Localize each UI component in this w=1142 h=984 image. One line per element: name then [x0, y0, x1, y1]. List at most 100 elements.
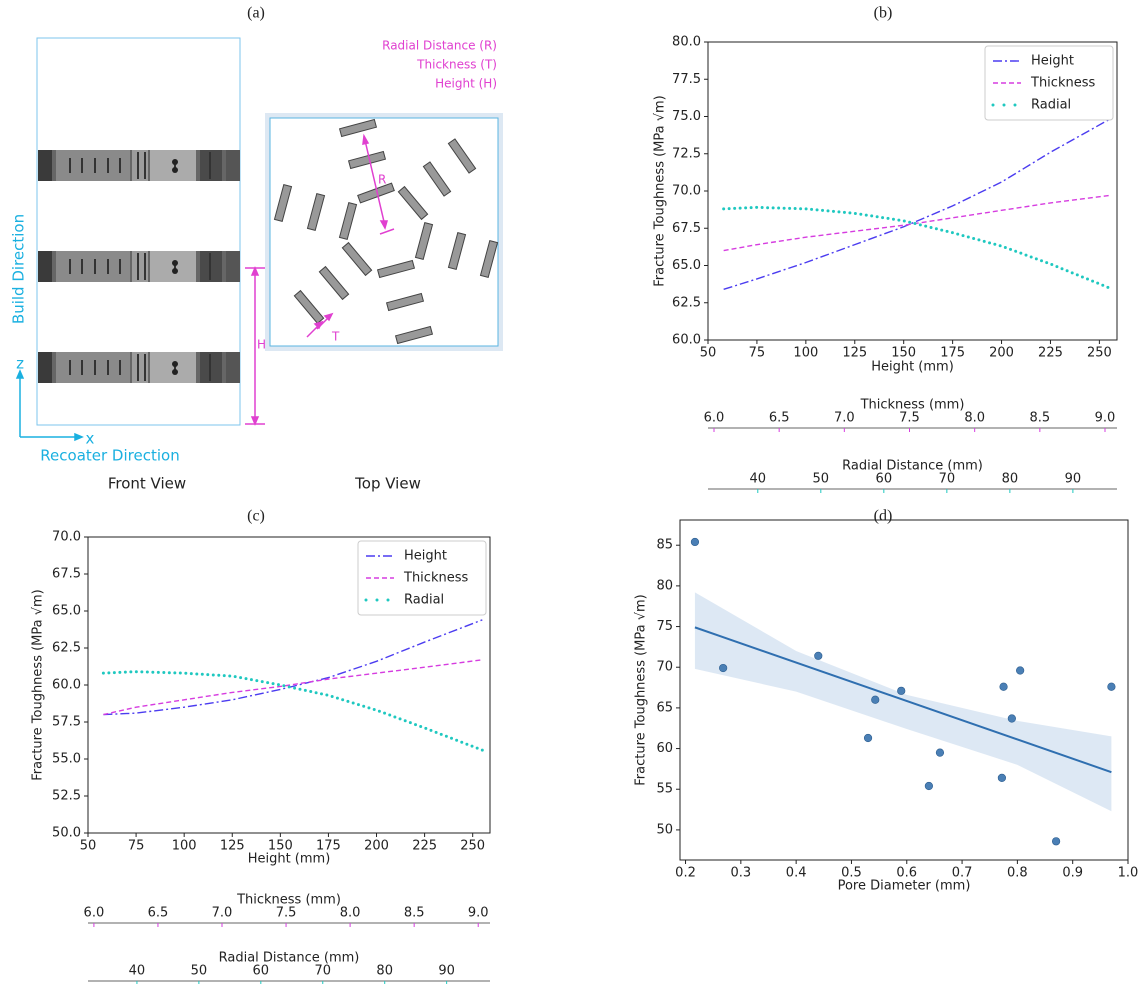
- point: [691, 538, 699, 546]
- x-tick-label: 0.8: [1007, 866, 1028, 881]
- extra-axis-tick-label: 90: [1065, 472, 1082, 487]
- x-axis-label: Height (mm): [871, 360, 954, 375]
- fit-line: [695, 627, 1111, 772]
- diagram-a: (a) Radial Distance (R) Thickness (T) He…: [10, 5, 504, 493]
- recoater-direction: Recoater Direction: [40, 447, 179, 465]
- y-tick-label: 55.0: [52, 752, 81, 767]
- extra-axis-tick-label: 6.5: [148, 906, 169, 921]
- extra-axis-tick-label: 6.5: [769, 411, 790, 426]
- extra-axis-tick-label: 8.5: [404, 906, 425, 921]
- specimen-row: [38, 352, 240, 383]
- y-tick-label: 75.0: [672, 109, 701, 124]
- y-tick-label: 72.5: [672, 146, 701, 161]
- point: [897, 687, 905, 695]
- extra-axis-tick-label: 6.0: [704, 411, 725, 426]
- x-label: x: [86, 430, 95, 448]
- series-line: [724, 195, 1110, 250]
- point: [1016, 667, 1024, 675]
- y-tick-label: 75: [656, 619, 673, 634]
- x-tick-label: 0.4: [786, 866, 807, 881]
- extra-axis-tick-label: 80: [376, 964, 393, 979]
- legend-label: Radial: [1031, 98, 1071, 113]
- x-tick-label: 100: [172, 839, 197, 854]
- extra-axis-tick-label: 60: [253, 964, 270, 979]
- x-tick-label: 200: [989, 346, 1014, 361]
- legend-label: Height: [404, 549, 447, 564]
- point: [925, 782, 933, 790]
- y-tick-label: 70.0: [52, 530, 81, 545]
- extra-axis-tick-label: 70: [314, 964, 331, 979]
- extra-axis-tick-label: 50: [191, 964, 208, 979]
- r-label: R: [378, 173, 386, 187]
- extra-axis-tick-label: 90: [438, 964, 455, 979]
- y-tick-label: 52.5: [52, 789, 81, 804]
- t-label: T: [331, 330, 340, 344]
- extra-axis-tick-label: 9.0: [1095, 411, 1116, 426]
- extra-axis-tick-label: 40: [129, 964, 146, 979]
- x-tick-label: 175: [940, 346, 965, 361]
- y-tick-label: 50: [656, 822, 673, 837]
- extra-axis-tick-label: 50: [813, 472, 830, 487]
- x-axis-label: Pore Diameter (mm): [838, 879, 971, 894]
- x-tick-label: 125: [220, 839, 245, 854]
- x-tick-label: 0.3: [730, 866, 751, 881]
- series-line: [103, 672, 482, 750]
- x-tick-label: 200: [364, 839, 389, 854]
- x-tick-label: 1.0: [1118, 866, 1139, 881]
- legend-label: Thickness: [1030, 76, 1095, 91]
- legend-label: Radial: [404, 593, 444, 608]
- y-tick-label: 55: [656, 782, 673, 797]
- extra-axis-tick-label: 60: [876, 472, 893, 487]
- y-tick-label: 80: [656, 578, 673, 593]
- y-tick-label: 60.0: [52, 678, 81, 693]
- point: [1052, 837, 1060, 845]
- extra-axis-tick-label: 8.0: [964, 411, 985, 426]
- x-tick-label: 50: [80, 839, 97, 854]
- front-view-label: Front View: [108, 475, 186, 493]
- x-axis-label: Height (mm): [248, 852, 331, 867]
- extra-axis-tick-label: 6.0: [84, 906, 105, 921]
- panel-label: (c): [247, 508, 265, 525]
- x-tick-label: 225: [1038, 346, 1063, 361]
- series-line: [103, 620, 482, 715]
- x-tick-label: 75: [128, 839, 145, 854]
- y-tick-label: 65.0: [672, 258, 701, 273]
- x-tick-label: 250: [1087, 346, 1112, 361]
- legend-t: Thickness (T): [416, 58, 497, 72]
- x-tick-label: 150: [891, 346, 916, 361]
- y-axis-label: Fracture Toughness (MPa √m): [653, 95, 668, 287]
- extra-axis-tick-label: 8.5: [1029, 411, 1050, 426]
- point: [936, 749, 944, 757]
- y-tick-label: 65.0: [52, 604, 81, 619]
- x-tick-label: 50: [700, 346, 717, 361]
- extra-axis-label: Radial Distance (mm): [842, 459, 983, 474]
- y-tick-label: 62.5: [52, 641, 81, 656]
- panel-label: (a): [247, 5, 265, 22]
- specimen-row: [38, 150, 240, 181]
- y-tick-label: 65: [656, 700, 673, 715]
- point: [864, 734, 872, 742]
- point: [1108, 683, 1116, 691]
- extra-axis-tick-label: 9.0: [468, 906, 489, 921]
- extra-axis-tick-label: 7.5: [899, 411, 920, 426]
- point: [814, 652, 822, 660]
- y-tick-label: 60: [656, 741, 673, 756]
- build-direction: Build Direction: [10, 214, 28, 324]
- extra-axis-tick-label: 7.0: [212, 906, 233, 921]
- panel-label: (d): [874, 508, 893, 525]
- legend-r: Radial Distance (R): [382, 39, 497, 53]
- y-tick-label: 77.5: [672, 72, 701, 87]
- top-view-label: Top View: [354, 475, 421, 493]
- y-tick-label: 70.0: [672, 184, 701, 199]
- y-tick-label: 50.0: [52, 826, 81, 841]
- extra-axis-tick-label: 7.0: [834, 411, 855, 426]
- confidence-band: [695, 592, 1111, 811]
- y-tick-label: 62.5: [672, 295, 701, 310]
- legend-h: Height (H): [435, 77, 497, 91]
- series-line: [724, 207, 1110, 287]
- extra-axis-tick-label: 8.0: [340, 906, 361, 921]
- y-tick-label: 67.5: [52, 567, 81, 582]
- h-label: H: [257, 338, 266, 352]
- x-tick-label: 0.2: [675, 866, 696, 881]
- y-tick-label: 60.0: [672, 333, 701, 348]
